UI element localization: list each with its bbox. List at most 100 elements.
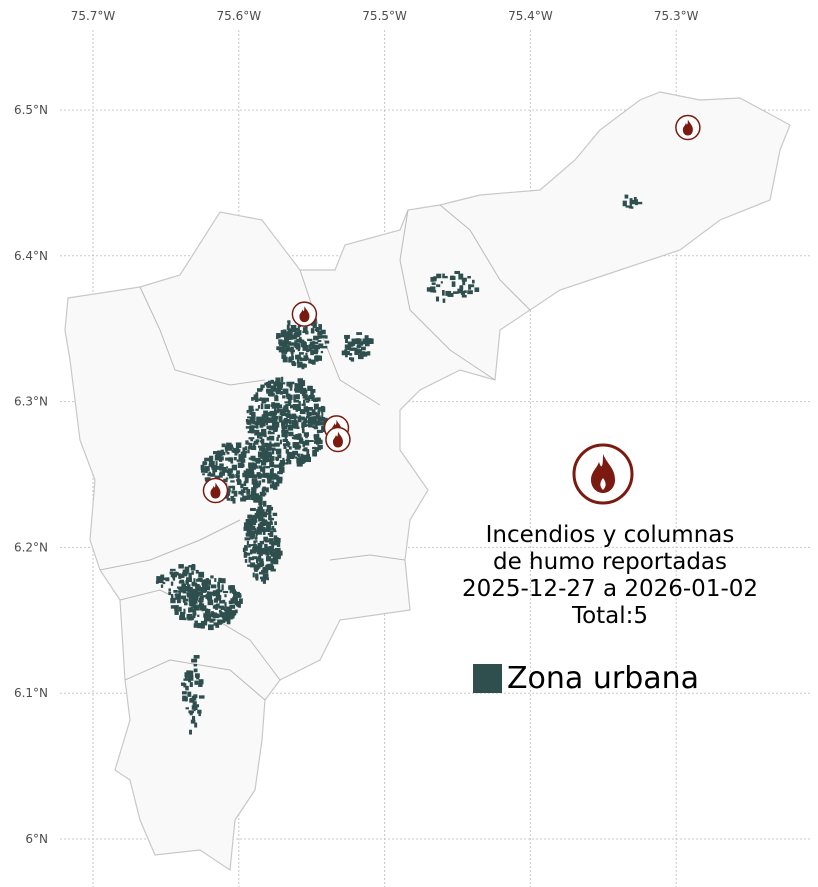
urban-patch xyxy=(230,480,235,483)
urban-patch xyxy=(173,589,178,593)
urban-patch xyxy=(247,516,254,519)
urban-patch xyxy=(293,342,300,347)
urban-patch xyxy=(172,574,176,579)
fire-icon[interactable] xyxy=(325,426,351,453)
urban-patch xyxy=(210,473,215,477)
urban-patch xyxy=(279,439,282,445)
urban-patch xyxy=(279,409,285,416)
urban-patch xyxy=(252,464,256,470)
urban-patch xyxy=(310,349,314,356)
urban-patch xyxy=(247,489,250,492)
urban-patch xyxy=(633,196,637,202)
urban-patch xyxy=(252,494,258,498)
urban-patch xyxy=(205,594,209,600)
urban-patch xyxy=(266,473,270,479)
urban-patch xyxy=(260,384,263,389)
urban-patch xyxy=(629,198,633,205)
urban-patch xyxy=(182,569,189,575)
urban-patch xyxy=(265,551,269,556)
urban-patch xyxy=(256,511,259,514)
urban-patch xyxy=(262,569,269,574)
urban-patch xyxy=(359,341,364,346)
urban-patch xyxy=(301,403,306,406)
urban-patch xyxy=(265,556,272,562)
urban-patch xyxy=(191,582,198,587)
urban-patch xyxy=(306,449,310,455)
urban-patch xyxy=(289,387,293,391)
urban-patch xyxy=(292,450,299,456)
fire-icon[interactable] xyxy=(202,477,229,504)
urban-patch xyxy=(229,589,232,594)
urban-patch xyxy=(210,611,215,614)
urban-patch xyxy=(254,540,258,543)
urban-patch xyxy=(259,491,266,497)
urban-patch xyxy=(270,387,274,393)
urban-patch xyxy=(265,457,269,462)
legend-total: Total:5 xyxy=(571,603,649,629)
urban-patch xyxy=(264,540,269,543)
urban-patch xyxy=(240,459,246,463)
urban-patch xyxy=(222,468,228,473)
urban-patch xyxy=(293,332,300,338)
urban-patch xyxy=(261,384,265,388)
urban-patch xyxy=(307,420,313,424)
urban-patch xyxy=(271,387,276,392)
fire-icon[interactable] xyxy=(291,301,318,327)
urban-patch xyxy=(283,339,289,345)
urban-patch xyxy=(259,560,263,565)
urban-patch xyxy=(274,380,281,384)
urban-patch xyxy=(257,398,262,401)
urban-patch xyxy=(354,350,359,356)
urban-patch xyxy=(257,542,263,547)
urban-patch xyxy=(308,358,312,364)
urban-patch xyxy=(256,528,262,535)
urban-patch xyxy=(295,346,301,350)
urban-patch xyxy=(355,349,362,354)
urban-patch xyxy=(301,364,305,370)
urban-patch xyxy=(229,604,236,609)
urban-patch xyxy=(236,459,243,462)
urban-patch xyxy=(185,707,190,710)
urban-patch xyxy=(263,500,267,507)
urban-patch xyxy=(261,569,264,574)
urban-patch xyxy=(314,438,320,442)
urban-patch xyxy=(291,355,294,361)
urban-patch xyxy=(161,574,165,580)
urban-patch xyxy=(433,276,437,281)
urban-patch xyxy=(228,585,233,590)
urban-patch xyxy=(262,573,269,580)
urban-patch xyxy=(242,495,248,501)
urban-patch xyxy=(296,461,302,467)
urban-patch xyxy=(350,357,355,362)
urban-patch xyxy=(292,423,298,428)
urban-patch xyxy=(195,584,200,587)
urban-patch xyxy=(188,607,191,613)
fire-icon[interactable] xyxy=(675,114,701,141)
urban-patch xyxy=(266,417,273,423)
urban-patch xyxy=(303,432,309,437)
urban-patch xyxy=(189,729,192,735)
urban-patch xyxy=(210,575,214,579)
urban-patch xyxy=(302,457,306,464)
urban-patch xyxy=(193,663,198,667)
urban-patch xyxy=(286,395,289,400)
urban-patch xyxy=(279,466,285,473)
urban-patch xyxy=(217,589,223,593)
urban-patch xyxy=(178,564,184,569)
urban-patch xyxy=(298,330,302,336)
urban-patch xyxy=(261,511,267,518)
urban-patch xyxy=(257,432,261,437)
urban-patch xyxy=(190,564,196,571)
urban-patch xyxy=(219,600,225,604)
urban-patch xyxy=(282,356,288,363)
urban-patch xyxy=(191,705,196,710)
urban-patch xyxy=(259,549,262,553)
urban-patch xyxy=(348,357,353,360)
urban-patch xyxy=(266,487,269,493)
urban-patch xyxy=(182,582,185,588)
urban-patch xyxy=(301,390,306,397)
urban-patch xyxy=(250,519,257,526)
legend-urban-swatch xyxy=(473,664,502,693)
urban-patch xyxy=(317,444,323,450)
urban-patch xyxy=(233,456,237,461)
